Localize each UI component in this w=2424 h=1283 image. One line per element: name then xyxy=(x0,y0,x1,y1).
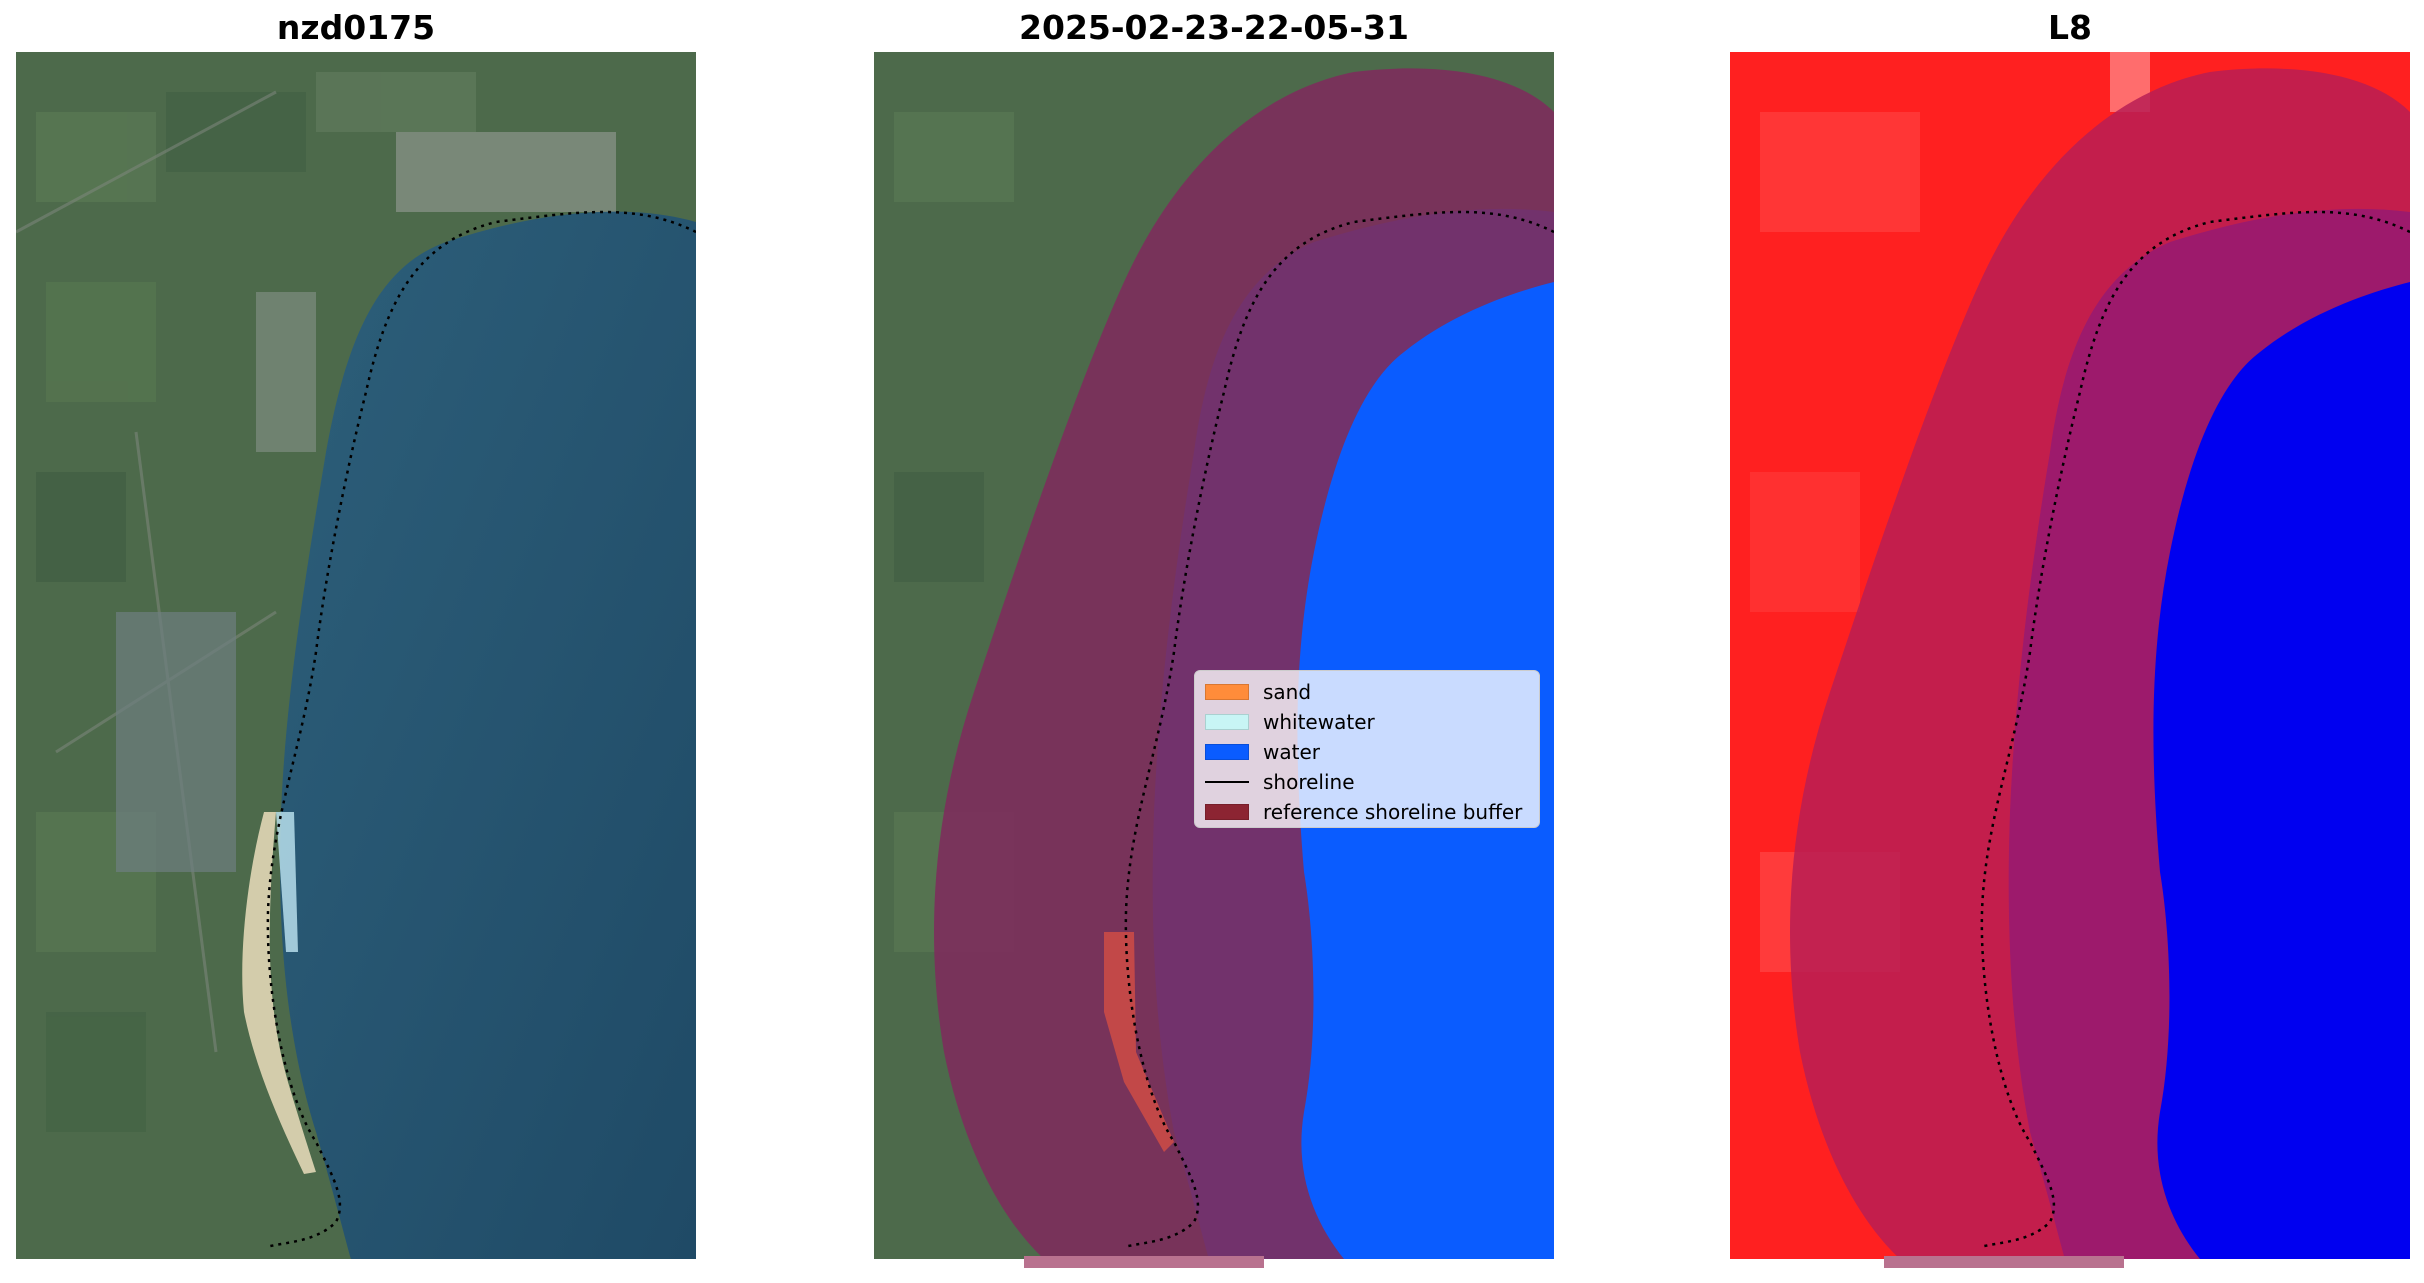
buffer-edge-band xyxy=(1024,1256,1264,1268)
sand-class xyxy=(1104,932,1174,1152)
legend-item-shoreline: shoreline xyxy=(1205,767,1529,797)
legend-label: shoreline xyxy=(1263,770,1355,794)
legend-swatch xyxy=(1205,804,1249,820)
legend-label: water xyxy=(1263,740,1320,764)
rgb-satellite-image xyxy=(16,52,696,1259)
reference-shoreline-buffer xyxy=(1790,68,2410,1259)
l8-index-map xyxy=(1730,52,2410,1259)
legend: sand whitewater water shoreline referenc… xyxy=(1194,670,1540,828)
rgb-image-canvas xyxy=(16,52,696,1259)
legend-label: sand xyxy=(1263,680,1312,704)
l8-index-canvas xyxy=(1730,52,2410,1259)
legend-swatch xyxy=(1205,744,1249,760)
shoreline xyxy=(265,210,696,1249)
classification-map xyxy=(874,52,1554,1259)
panel-title-rgb: nzd0175 xyxy=(276,8,436,47)
classification-canvas xyxy=(874,52,1554,1259)
shoreline xyxy=(1123,210,1554,1249)
sea xyxy=(280,211,696,1259)
panel-title-index: L8 xyxy=(2048,8,2092,47)
panel-title-classification: 2025-02-23-22-05-31 xyxy=(1019,8,1409,47)
legend-item-buffer: reference shoreline buffer xyxy=(1205,797,1529,827)
legend-swatch xyxy=(1205,684,1249,700)
field-patches xyxy=(36,72,476,1132)
reference-shoreline-buffer xyxy=(934,68,1554,1259)
legend-item-water: water xyxy=(1205,737,1529,767)
legend-line-swatch xyxy=(1205,774,1249,790)
legend-item-sand: sand xyxy=(1205,677,1529,707)
whitewater xyxy=(276,812,298,952)
legend-label: reference shoreline buffer xyxy=(1263,800,1523,824)
legend-item-whitewater: whitewater xyxy=(1205,707,1529,737)
shoreline xyxy=(1979,210,2410,1249)
settlement xyxy=(116,132,616,872)
buffer-edge-band xyxy=(1884,1256,2124,1268)
legend-label: whitewater xyxy=(1263,710,1375,734)
beach-sand xyxy=(242,812,316,1174)
legend-swatch xyxy=(1205,714,1249,730)
